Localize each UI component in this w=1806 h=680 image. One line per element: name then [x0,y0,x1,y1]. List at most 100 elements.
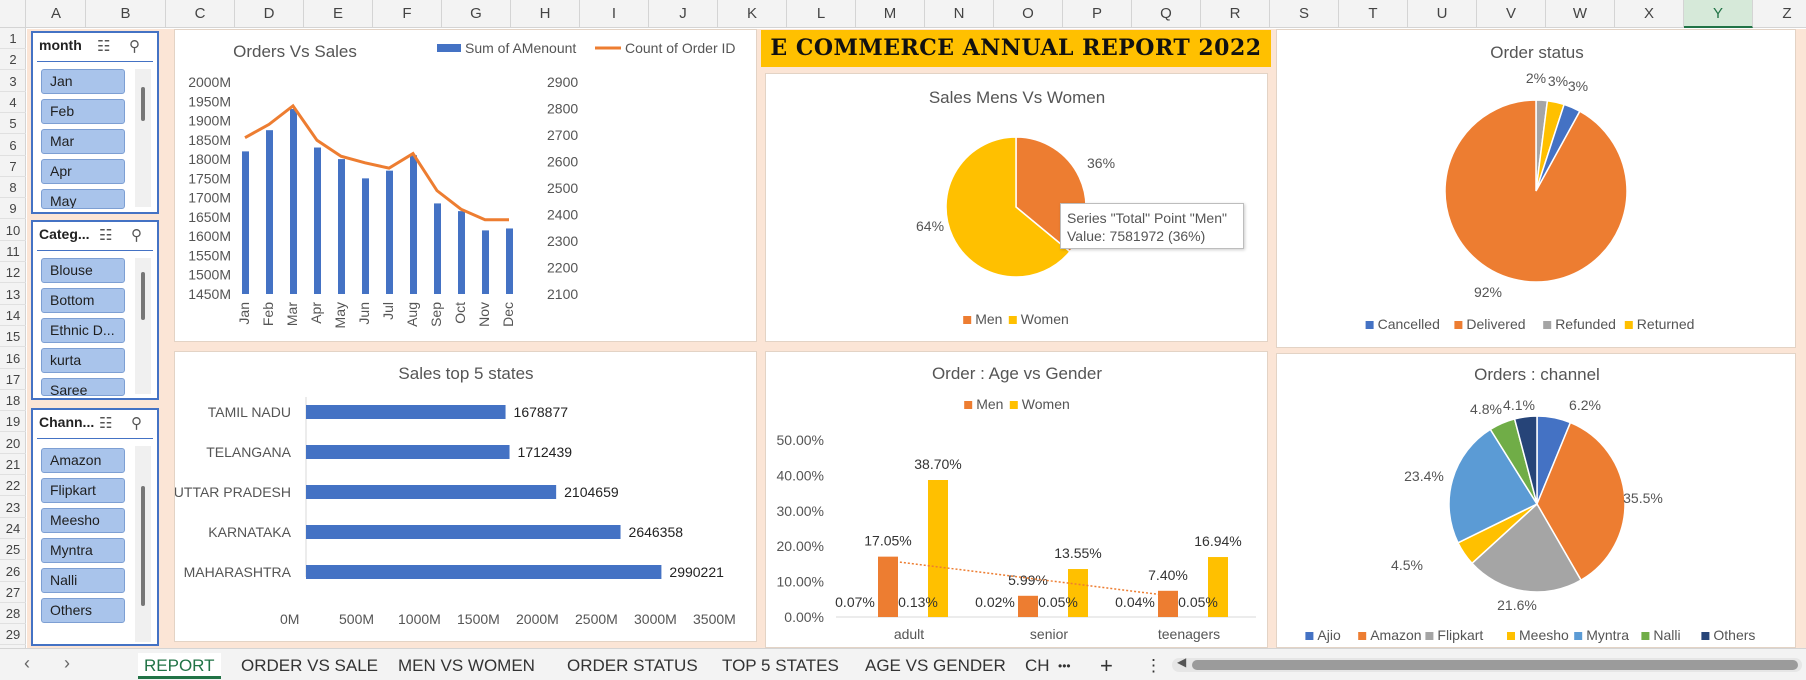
clear-filter-icon[interactable]: ⚲ [129,38,140,55]
multi-select-icon[interactable]: ☷ [99,415,113,432]
multi-select-icon[interactable]: ☷ [97,38,111,55]
clear-filter-icon[interactable]: ⚲ [131,227,142,244]
column-N[interactable]: N [925,0,994,28]
next-sheet-icon[interactable]: › [64,653,70,673]
slicer-item[interactable]: Bottom [41,288,125,313]
row-24[interactable]: 24 [0,518,26,539]
horizontal-scrollbar[interactable]: ◀ [1172,655,1802,672]
chart-sales-top5-states[interactable]: Sales top 5 states TAMIL NADU 1678877 TELAN… [174,351,757,642]
tab-age-vs-gender[interactable]: AGE VS GENDER [865,656,1006,675]
slicer-channel[interactable]: Chann... ☷ ⚲ Amazon Flipkart Meesho Mynt… [31,408,159,646]
add-sheet-icon[interactable]: + [1100,653,1113,678]
row-17[interactable]: 17 [0,369,26,390]
row-21[interactable]: 21 [0,454,26,475]
row-27[interactable]: 27 [0,582,26,603]
row-3[interactable]: 3 [0,71,26,92]
slicer-item[interactable]: kurta [41,348,125,373]
tab-order-vs-sale[interactable]: ORDER VS SALE [241,656,378,675]
slicer-item[interactable]: Flipkart [41,478,125,503]
row-22[interactable]: 22 [0,475,26,497]
column-S[interactable]: S [1270,0,1339,28]
column-H[interactable]: H [511,0,580,28]
slicer-scrollbar[interactable] [135,69,151,207]
slicer-item[interactable]: Mar [41,129,125,154]
row-1[interactable]: 1 [0,28,26,49]
column-B[interactable]: B [86,0,166,28]
row-2[interactable]: 2 [0,49,26,71]
row-9[interactable]: 9 [0,198,26,220]
row-13[interactable]: 13 [0,284,26,305]
column-Z[interactable]: Z [1753,0,1806,28]
column-I[interactable]: I [580,0,649,28]
tab-top-5-states[interactable]: TOP 5 STATES [722,656,839,675]
column-O[interactable]: O [994,0,1063,28]
slicer-item[interactable]: May [41,189,125,209]
sheet-options-icon[interactable]: ⋮ [1145,656,1162,675]
row-11[interactable]: 11 [0,241,26,262]
slicer-item[interactable]: Saree [41,378,125,396]
row-7[interactable]: 7 [0,156,26,177]
clear-filter-icon[interactable]: ⚲ [131,415,142,432]
column-X[interactable]: X [1615,0,1684,28]
row-28[interactable]: 28 [0,603,26,625]
row-4[interactable]: 4 [0,92,26,113]
slicer-item[interactable]: Jan [41,69,125,94]
column-Q[interactable]: Q [1132,0,1201,28]
row-15[interactable]: 15 [0,326,26,348]
column-U[interactable]: U [1408,0,1477,28]
row-12[interactable]: 12 [0,262,26,284]
slicer-item[interactable]: Blouse [41,258,125,283]
column-A[interactable]: A [27,0,86,28]
scroll-thumb[interactable] [1192,660,1798,670]
slicer-item[interactable]: Nalli [41,568,125,593]
slicer-category[interactable]: Categ... ☷ ⚲ Blouse Bottom Ethnic D... k… [31,220,159,400]
column-V[interactable]: V [1477,0,1546,28]
column-P[interactable]: P [1063,0,1132,28]
slicer-item[interactable]: Myntra [41,538,125,563]
slicer-scrollbar[interactable] [135,258,151,394]
column-R[interactable]: R [1201,0,1270,28]
row-26[interactable]: 26 [0,561,26,582]
column-C[interactable]: C [166,0,235,28]
row-16[interactable]: 16 [0,348,26,369]
scroll-thumb[interactable] [141,486,145,606]
chart-order-status[interactable]: Order status 2% 3% 3% 92% Cancelled Delivered R… [1276,29,1796,348]
slicer-item[interactable]: Apr [41,159,125,184]
scroll-thumb[interactable] [141,272,145,320]
row-10[interactable]: 10 [0,220,26,241]
column-J[interactable]: J [649,0,718,28]
row-8[interactable]: 8 [0,177,26,199]
column-L[interactable]: L [787,0,856,28]
column-W[interactable]: W [1546,0,1615,28]
tab-report[interactable]: REPORT [138,653,221,679]
slicer-month[interactable]: month ☷ ⚲ Jan Feb Mar Apr May [31,31,159,214]
row-25[interactable]: 25 [0,539,26,561]
multi-select-icon[interactable]: ☷ [99,227,113,244]
row-14[interactable]: 14 [0,305,26,326]
row-19[interactable]: 19 [0,411,26,433]
slicer-item[interactable]: Meesho [41,508,125,533]
slicer-item[interactable]: Ethnic D... [41,318,125,343]
column-E[interactable]: E [304,0,373,28]
row-23[interactable]: 23 [0,497,26,518]
row-5[interactable]: 5 [0,113,26,135]
column-G[interactable]: G [442,0,511,28]
chart-orders-vs-sales[interactable]: Orders Vs Sales Sum of AMenount Count of O… [174,29,757,342]
slicer-scrollbar[interactable] [135,446,151,642]
column-T[interactable]: T [1339,0,1408,28]
scroll-left-icon[interactable]: ◀ [1177,655,1187,669]
column-Y[interactable]: Y [1684,0,1753,28]
row-6[interactable]: 6 [0,135,26,156]
slicer-item[interactable]: Feb [41,99,125,124]
row-20[interactable]: 20 [0,433,26,454]
column-F[interactable]: F [373,0,442,28]
tab-ch[interactable]: CH [1025,656,1050,675]
chart-age-vs-gender[interactable]: Order : Age vs Gender Men Women 50.00% 40.00… [765,351,1268,648]
row-18[interactable]: 18 [0,390,26,412]
more-tabs-icon[interactable]: ••• [1058,659,1071,673]
select-all-corner[interactable] [0,0,26,28]
column-K[interactable]: K [718,0,787,28]
slicer-item[interactable]: Others [41,598,125,623]
chart-orders-channel[interactable]: Orders : channel 6.2% 35.5% 21.6% 4.5% 23.4% 4… [1276,353,1796,648]
column-M[interactable]: M [856,0,925,28]
